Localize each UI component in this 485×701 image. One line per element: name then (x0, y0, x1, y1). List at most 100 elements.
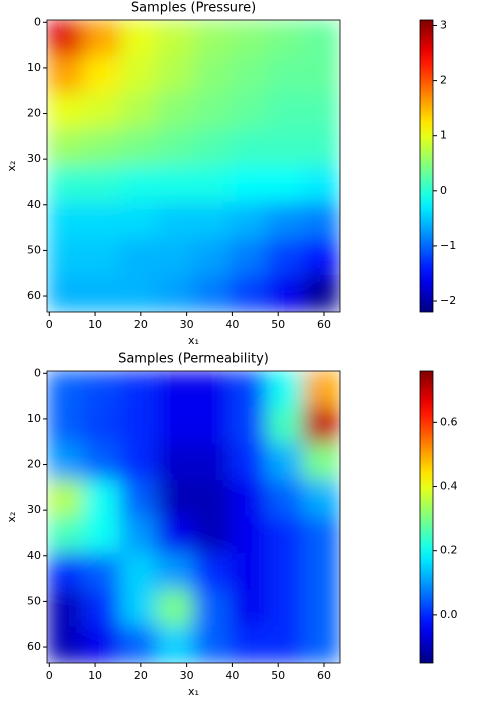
heatmap-cell (119, 275, 158, 312)
colorbar-tick-label: −2 (440, 294, 456, 307)
heatmap-cell (47, 238, 85, 276)
y-tick-label: 0 (34, 15, 41, 28)
heatmap-cell (266, 480, 304, 518)
heatmap-cell (83, 202, 121, 240)
x-tick-label: 30 (180, 318, 194, 331)
x-tick-label: 40 (225, 669, 239, 682)
heatmap-cell (193, 165, 231, 203)
heatmap-cell (193, 371, 231, 408)
x-tick-label: 10 (88, 669, 102, 682)
heatmap-cell (83, 626, 121, 663)
heatmap-cell (119, 626, 158, 663)
heatmap-cell (266, 516, 304, 554)
colorbar-tick-label: 3 (440, 19, 447, 32)
y-axis-label: x₂ (5, 512, 18, 523)
heatmap-cell (302, 553, 340, 591)
heatmap-cell (47, 371, 85, 408)
colorbar-tick-label: 0.0 (440, 608, 458, 621)
heatmap-cell (119, 407, 158, 445)
y-tick-label: 40 (27, 198, 41, 211)
heatmap-cell (83, 407, 121, 445)
heatmap-cell (266, 407, 304, 445)
heatmap-cell (229, 202, 268, 240)
x-axis-label: x₁ (188, 685, 199, 698)
heatmap-cell (193, 92, 231, 130)
heatmap-cell (266, 92, 304, 130)
heatmap-cell (193, 202, 231, 240)
heatmap-cell (193, 589, 231, 627)
heatmap-cell (229, 275, 268, 312)
heatmap-cell (193, 129, 231, 167)
heatmap-cells (47, 371, 340, 663)
heatmap-cell (229, 92, 268, 130)
heatmap-cell (302, 443, 340, 481)
y-tick-label: 20 (27, 458, 41, 471)
heatmap-cell (193, 626, 231, 663)
heatmap-cell (156, 371, 194, 408)
heatmap-cell (119, 202, 158, 240)
heatmap-cell (83, 275, 121, 312)
colorbar-tick-label: 2 (440, 74, 447, 87)
heatmap-cell (193, 275, 231, 312)
x-tick-label: 30 (180, 669, 194, 682)
chart-title: Samples (Permeability) (118, 352, 269, 367)
heatmap-cell (266, 129, 304, 167)
heatmap-cell (119, 92, 158, 130)
heatmap-cell (119, 553, 158, 591)
x-tick-label: 20 (134, 669, 148, 682)
heatmap-cell (47, 516, 85, 554)
colorbar (419, 370, 434, 664)
heatmap-panel: Samples (Permeability) 0 10 20 30 40 50 60 0 10 20… (5, 352, 458, 699)
heatmap-cell (193, 238, 231, 276)
heatmap-cell (47, 56, 85, 94)
colorbar-tick-label: 0 (440, 184, 447, 197)
heatmap-cell (156, 56, 194, 94)
heatmap-cell (83, 165, 121, 203)
heatmap-cell (193, 553, 231, 591)
y-tick-label: 40 (27, 549, 41, 562)
colorbar-tick-label: 0.6 (440, 415, 458, 428)
heatmap-cell (47, 20, 85, 57)
heatmap-cell (119, 20, 158, 57)
heatmap-cell (83, 589, 121, 627)
heatmap-cell (302, 92, 340, 130)
heatmap-cell (229, 56, 268, 94)
heatmap-cell (47, 443, 85, 481)
y-tick-label: 30 (27, 503, 41, 516)
heatmap-cell (156, 516, 194, 554)
heatmap-cell (193, 443, 231, 481)
heatmap-cell (83, 516, 121, 554)
y-tick-label: 20 (27, 107, 41, 120)
heatmap-cell (119, 129, 158, 167)
heatmap-cell (156, 589, 194, 627)
heatmap-cell (47, 626, 85, 663)
heatmap-cell (229, 553, 268, 591)
heatmap-cell (266, 443, 304, 481)
heatmap-cell (302, 589, 340, 627)
axes-frame (46, 370, 341, 664)
heatmap-cell (156, 275, 194, 312)
heatmap-cell (156, 480, 194, 518)
heatmap-cell (156, 626, 194, 663)
heatmap-cell (266, 626, 304, 663)
x-tick-label: 10 (88, 318, 102, 331)
heatmap-cell (193, 516, 231, 554)
colorbar-tick-label: 1 (440, 129, 447, 142)
heatmap-cell (229, 407, 268, 445)
heatmap-cell (302, 238, 340, 276)
heatmap-cell (193, 20, 231, 57)
heatmap-cell (193, 56, 231, 94)
heatmap-cell (302, 371, 340, 408)
heatmap-cell (302, 165, 340, 203)
heatmap-cell (302, 407, 340, 445)
colorbar-tick-label: 0.2 (440, 544, 458, 557)
heatmap-cells (47, 20, 340, 312)
heatmap-cell (83, 92, 121, 130)
heatmap-cell (266, 20, 304, 57)
heatmap-cell (83, 480, 121, 518)
heatmap-cell (229, 516, 268, 554)
x-tick-label: 50 (271, 669, 285, 682)
axes-frame (46, 19, 341, 313)
heatmap-cell (266, 165, 304, 203)
heatmap-cell (47, 275, 85, 312)
